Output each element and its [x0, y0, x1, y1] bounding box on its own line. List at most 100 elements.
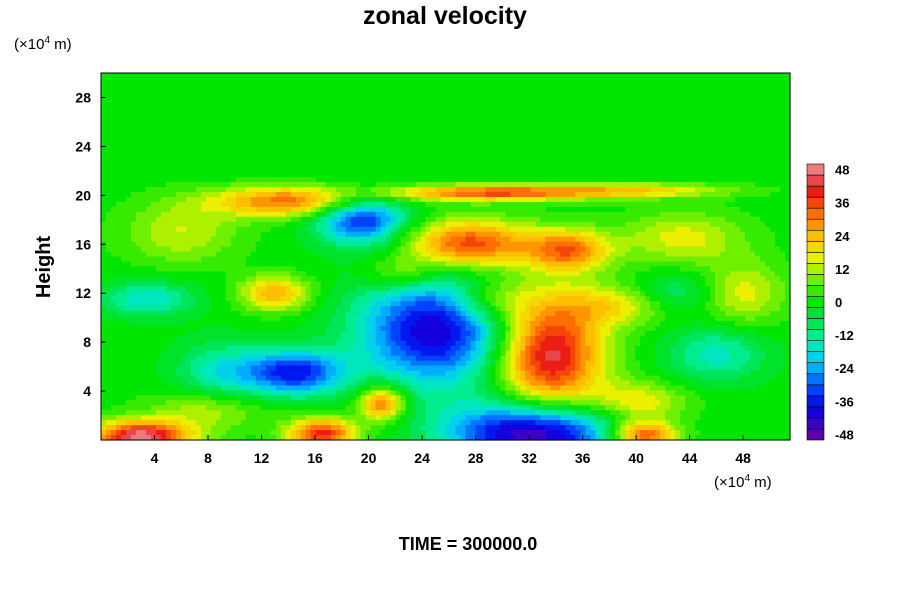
- heatmap-cell: [755, 107, 761, 114]
- heatmap-cell: [680, 132, 686, 139]
- heatmap-cell: [775, 117, 781, 124]
- heatmap-cell: [735, 216, 741, 223]
- heatmap-cell: [645, 182, 651, 188]
- heatmap-cell: [400, 147, 407, 153]
- heatmap-cell: [205, 142, 212, 148]
- heatmap-cell: [525, 231, 531, 238]
- heatmap-cell: [650, 142, 656, 148]
- heatmap-cell: [690, 216, 696, 223]
- heatmap-cell: [450, 206, 457, 213]
- heatmap-cell: [370, 122, 377, 129]
- heatmap-cell: [580, 201, 586, 208]
- heatmap-cell: [515, 196, 521, 203]
- heatmap-cell: [745, 102, 751, 109]
- heatmap-cell: [415, 92, 422, 99]
- heatmap-cell: [110, 187, 117, 193]
- heatmap-cell: [380, 77, 387, 84]
- heatmap-cell: [380, 122, 387, 129]
- heatmap-cell: [160, 201, 167, 208]
- heatmap-cell: [470, 182, 477, 188]
- heatmap-cell: [435, 182, 442, 188]
- heatmap-cell: [260, 127, 267, 134]
- heatmap-cell: [400, 152, 407, 158]
- heatmap-cell: [525, 241, 531, 248]
- heatmap-cell: [675, 82, 681, 89]
- heatmap-cell: [115, 236, 122, 243]
- heatmap-cell: [775, 142, 781, 148]
- heatmap-cell: [455, 112, 462, 119]
- heatmap-cell: [101, 82, 107, 89]
- heatmap-cell: [405, 182, 412, 188]
- heatmap-cell: [315, 77, 322, 84]
- heatmap-cell: [250, 77, 257, 84]
- heatmap-cell: [275, 112, 282, 119]
- heatmap-cell: [165, 137, 172, 144]
- heatmap-cell: [255, 192, 262, 198]
- heatmap-cell: [155, 112, 162, 119]
- heatmap-cell: [625, 132, 631, 139]
- heatmap-cell: [635, 226, 641, 233]
- heatmap-cell: [450, 142, 457, 148]
- heatmap-cell: [750, 152, 756, 158]
- heatmap-cell: [750, 112, 756, 119]
- heatmap-cell: [190, 216, 197, 223]
- heatmap-cell: [685, 182, 691, 188]
- heatmap-cell: [725, 107, 731, 114]
- heatmap-cell: [640, 246, 646, 253]
- heatmap-cell: [510, 221, 516, 228]
- heatmap-cell: [690, 201, 696, 208]
- heatmap-cell: [445, 73, 452, 79]
- heatmap-cell: [545, 162, 551, 168]
- heatmap-cell: [710, 167, 716, 173]
- heatmap-cell: [520, 152, 526, 158]
- heatmap-cell: [530, 107, 536, 114]
- heatmap-cell: [715, 147, 721, 153]
- heatmap-cell: [295, 102, 302, 109]
- heatmap-cell: [530, 157, 536, 163]
- heatmap-cell: [520, 201, 526, 208]
- heatmap-cell: [470, 97, 477, 104]
- heatmap-cell: [160, 162, 167, 168]
- heatmap-cell: [600, 211, 606, 218]
- heatmap-cell: [300, 157, 307, 163]
- heatmap-cell: [295, 73, 302, 79]
- heatmap-cell: [385, 77, 392, 84]
- heatmap-cell: [310, 206, 317, 213]
- heatmap-cell: [150, 157, 157, 163]
- heatmap-cell: [750, 82, 756, 89]
- heatmap-cell: [365, 226, 372, 233]
- heatmap-cell: [610, 142, 616, 148]
- heatmap-cell: [630, 132, 636, 139]
- heatmap-cell: [275, 142, 282, 148]
- heatmap-cell: [215, 216, 222, 223]
- heatmap-cell: [270, 97, 277, 104]
- heatmap-cell: [665, 92, 671, 99]
- heatmap-cell: [155, 187, 162, 193]
- heatmap-cell: [780, 102, 786, 109]
- heatmap-cell: [285, 112, 292, 119]
- heatmap-cell: [715, 246, 721, 253]
- heatmap-cell: [295, 201, 302, 208]
- heatmap-cell: [775, 201, 781, 208]
- heatmap-cell: [655, 142, 661, 148]
- heatmap-cell: [635, 142, 641, 148]
- heatmap-cell: [675, 107, 681, 114]
- heatmap-cell: [535, 216, 541, 223]
- heatmap-cell: [185, 206, 192, 213]
- heatmap-cell: [700, 102, 706, 109]
- heatmap-cell: [205, 92, 212, 99]
- heatmap-cell: [560, 82, 566, 89]
- heatmap-cell: [485, 147, 492, 153]
- heatmap-cell: [755, 196, 761, 203]
- heatmap-cell: [695, 152, 701, 158]
- heatmap-cell: [525, 172, 531, 178]
- heatmap-cell: [185, 112, 192, 119]
- heatmap-cell: [650, 152, 656, 158]
- heatmap-cell: [300, 231, 307, 238]
- heatmap-cell: [375, 102, 382, 109]
- heatmap-cell: [200, 117, 207, 124]
- heatmap-cell: [640, 77, 646, 84]
- heatmap-cell: [140, 192, 147, 198]
- heatmap-cell: [665, 157, 671, 163]
- heatmap-cell: [245, 167, 252, 173]
